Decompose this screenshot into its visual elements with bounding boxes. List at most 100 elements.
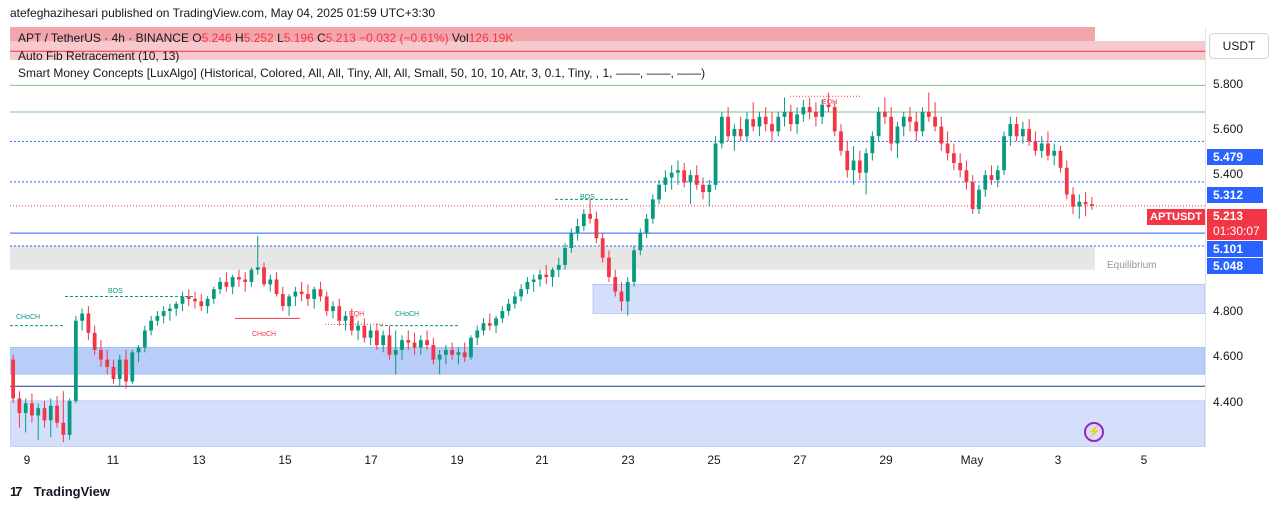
candlestick-chart[interactable] xyxy=(10,27,1205,447)
candle-body xyxy=(676,170,680,173)
candle-body xyxy=(180,296,185,304)
candle-body xyxy=(745,119,749,137)
brand-name: TradingView xyxy=(33,484,110,499)
candle-body xyxy=(914,121,919,132)
tradingview-logo-icon: 17 xyxy=(10,484,22,499)
candle-body xyxy=(964,170,969,183)
candle-body xyxy=(594,218,599,239)
candle-body xyxy=(575,226,580,234)
candle-body xyxy=(73,320,78,401)
candle-body xyxy=(99,349,103,360)
candle-body xyxy=(719,116,724,144)
candle-body xyxy=(356,325,360,331)
candle-body xyxy=(1089,204,1094,206)
candle-body xyxy=(933,116,937,127)
price-badge-5312: 5.312 xyxy=(1207,187,1263,203)
indicator-smc[interactable]: Smart Money Concepts [LuxAlgo] (Historic… xyxy=(18,66,706,80)
candle-body xyxy=(525,281,530,290)
change-value: −0.032 (−0.61%) xyxy=(359,31,449,45)
candle-body xyxy=(55,405,59,423)
candle-body xyxy=(243,279,248,282)
candle-body xyxy=(807,107,812,112)
candle-body xyxy=(632,250,636,282)
candle-body xyxy=(1002,136,1006,171)
candle-body xyxy=(1052,150,1057,156)
price-badge-5048: 5.048 xyxy=(1207,258,1263,274)
candle-body xyxy=(707,184,712,193)
choch-label: CHoCH xyxy=(16,314,41,321)
time-tick: 11 xyxy=(106,453,120,467)
candle-body xyxy=(763,116,768,125)
candle-body xyxy=(456,352,461,355)
candle-body xyxy=(895,126,900,144)
candle-body xyxy=(531,279,536,282)
indicator-fib[interactable]: Auto Fib Retracement (10, 13) xyxy=(18,49,180,63)
candle-body xyxy=(36,408,41,416)
candle-body xyxy=(318,289,323,297)
candle-body xyxy=(324,296,329,312)
candle-body xyxy=(193,298,197,302)
time-tick: May xyxy=(960,453,984,467)
candle-body xyxy=(845,150,850,171)
candle-body xyxy=(86,313,91,333)
high-value: 5.252 xyxy=(243,31,274,45)
candle-body xyxy=(117,359,122,380)
candle-body xyxy=(581,213,586,227)
candle-body xyxy=(400,340,404,350)
currency-button[interactable]: USDT xyxy=(1209,33,1269,59)
candle-body xyxy=(406,340,411,343)
candle-body xyxy=(958,162,963,171)
candle-body xyxy=(23,403,28,414)
candle-body xyxy=(105,359,110,367)
candle-body xyxy=(42,408,47,421)
price-tick: 4.800 xyxy=(1213,304,1244,318)
candle-body xyxy=(224,281,229,287)
candle-body xyxy=(280,294,285,307)
candle-body xyxy=(287,296,291,307)
candle-body xyxy=(945,143,950,154)
candle-body xyxy=(237,277,241,280)
candle-body xyxy=(1020,128,1025,137)
time-tick: 29 xyxy=(879,453,893,467)
candle-body xyxy=(255,267,260,270)
candle-body xyxy=(864,153,868,173)
candle-body xyxy=(431,345,436,360)
time-tick: 27 xyxy=(793,453,807,467)
candle-body xyxy=(795,114,799,125)
price-tick: 5.800 xyxy=(1213,77,1244,91)
time-tick: 21 xyxy=(535,453,549,467)
symbol-name[interactable]: APT / TetherUS · 4h · BINANCE xyxy=(18,31,189,45)
candle-body xyxy=(136,347,141,353)
candle-body xyxy=(124,359,128,382)
last-price-badge: 5.213 01:30:07 xyxy=(1207,209,1267,240)
candle-body xyxy=(726,116,730,137)
candle-body xyxy=(770,124,774,132)
bos-label: BOS xyxy=(580,194,595,201)
candle-body xyxy=(820,104,825,117)
candle-body xyxy=(738,128,743,137)
tradingview-footer[interactable]: 17 TradingView xyxy=(10,484,110,499)
candle-body xyxy=(876,111,881,137)
candle-body xyxy=(939,126,944,144)
candle-body xyxy=(920,111,925,132)
candle-body xyxy=(657,184,661,200)
candle-body xyxy=(262,267,266,285)
bos-label: BOS xyxy=(108,288,123,295)
candle-body xyxy=(694,175,699,185)
price-tick: 5.400 xyxy=(1213,167,1244,181)
candle-body xyxy=(644,218,649,234)
candle-body xyxy=(776,116,781,132)
candle-body xyxy=(1083,201,1088,205)
candle-body xyxy=(1039,143,1044,151)
candle-body xyxy=(425,340,429,346)
lightning-icon[interactable]: ⚡ xyxy=(1084,422,1104,442)
candle-body xyxy=(1046,143,1050,156)
candle-body xyxy=(306,294,310,299)
candle-body xyxy=(970,182,975,210)
candle-body xyxy=(889,116,894,144)
candle-body xyxy=(61,422,66,435)
candle-body xyxy=(142,330,147,348)
time-tick: 25 xyxy=(707,453,721,467)
legend-highlight xyxy=(10,27,1095,41)
price-axis[interactable] xyxy=(1205,27,1281,447)
